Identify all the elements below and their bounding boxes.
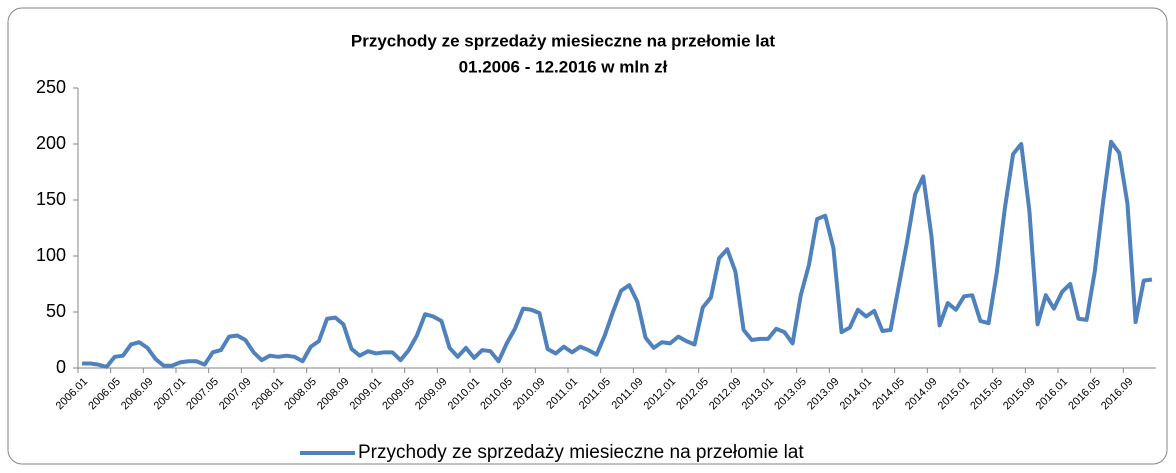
y-tick-label: 200: [36, 133, 66, 153]
y-tick-label: 50: [46, 301, 66, 321]
chart-subtitle: 01.2006 - 12.2016 w mln zł: [459, 57, 668, 76]
series-line: [82, 139, 1153, 369]
chart-title: Przychody ze sprzedaży miesieczne na prz…: [351, 31, 776, 50]
y-tick-label: 100: [36, 245, 66, 265]
legend-label: Przychody ze sprzedaży miesieczne na prz…: [358, 442, 804, 463]
y-tick-label: 250: [36, 77, 66, 97]
chart-border: [7, 7, 1168, 465]
y-tick-label: 150: [36, 189, 66, 209]
y-tick-label: 0: [56, 357, 66, 377]
